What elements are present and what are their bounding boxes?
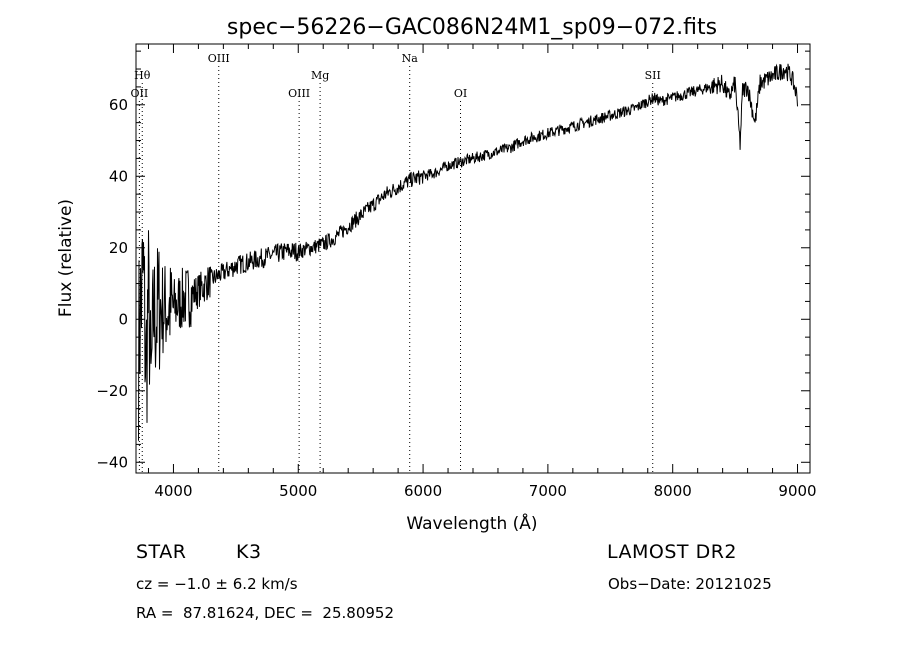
- line-marker-label: OI: [454, 87, 467, 100]
- line-marker-label: OIII: [208, 52, 230, 65]
- line-marker-label: Mg: [311, 69, 329, 82]
- plot-frame: [135, 43, 811, 474]
- y-tick-label: −20: [96, 382, 128, 400]
- redshift-velocity: cz = −1.0 ± 6.2 km/s: [136, 575, 298, 593]
- line-marker-label: OII: [131, 87, 149, 100]
- sky-coordinates: RA = 87.81624, DEC = 25.80952: [136, 604, 395, 622]
- x-tick-label: 6000: [404, 482, 442, 500]
- line-marker-label: OIII: [288, 87, 310, 100]
- y-tick-label: 40: [109, 167, 128, 185]
- line-marker-label: SII: [645, 69, 661, 82]
- y-tick-label: 60: [109, 96, 128, 114]
- y-tick-label: 0: [118, 310, 128, 328]
- axis-ticks: [136, 44, 810, 473]
- x-tick-label: 8000: [654, 482, 692, 500]
- x-axis-label: Wavelength (Å): [406, 512, 537, 534]
- axis-tick-labels: 4000 5000 6000 7000 8000 9000 −40 −20 0 20 40 60: [96, 96, 816, 500]
- y-axis-label: Flux (relative): [56, 199, 76, 317]
- x-tick-label: 4000: [154, 482, 192, 500]
- object-class: STAR: [136, 541, 187, 563]
- x-tick-label: 7000: [529, 482, 567, 500]
- object-subclass: K3: [236, 541, 262, 563]
- y-tick-label: −40: [96, 453, 128, 471]
- survey-name: LAMOST DR2: [607, 541, 737, 563]
- chart-title: spec−56226−GAC086N24M1_sp09−072.fits: [227, 15, 717, 40]
- x-tick-label: 9000: [778, 482, 816, 500]
- observation-date: Obs−Date: 20121025: [608, 575, 772, 593]
- y-tick-label: 20: [109, 239, 128, 257]
- spectrum-series-line: [138, 63, 798, 441]
- line-marker-label: Na: [402, 52, 419, 65]
- x-tick-label: 5000: [279, 482, 317, 500]
- line-marker-label: Hθ: [134, 69, 151, 82]
